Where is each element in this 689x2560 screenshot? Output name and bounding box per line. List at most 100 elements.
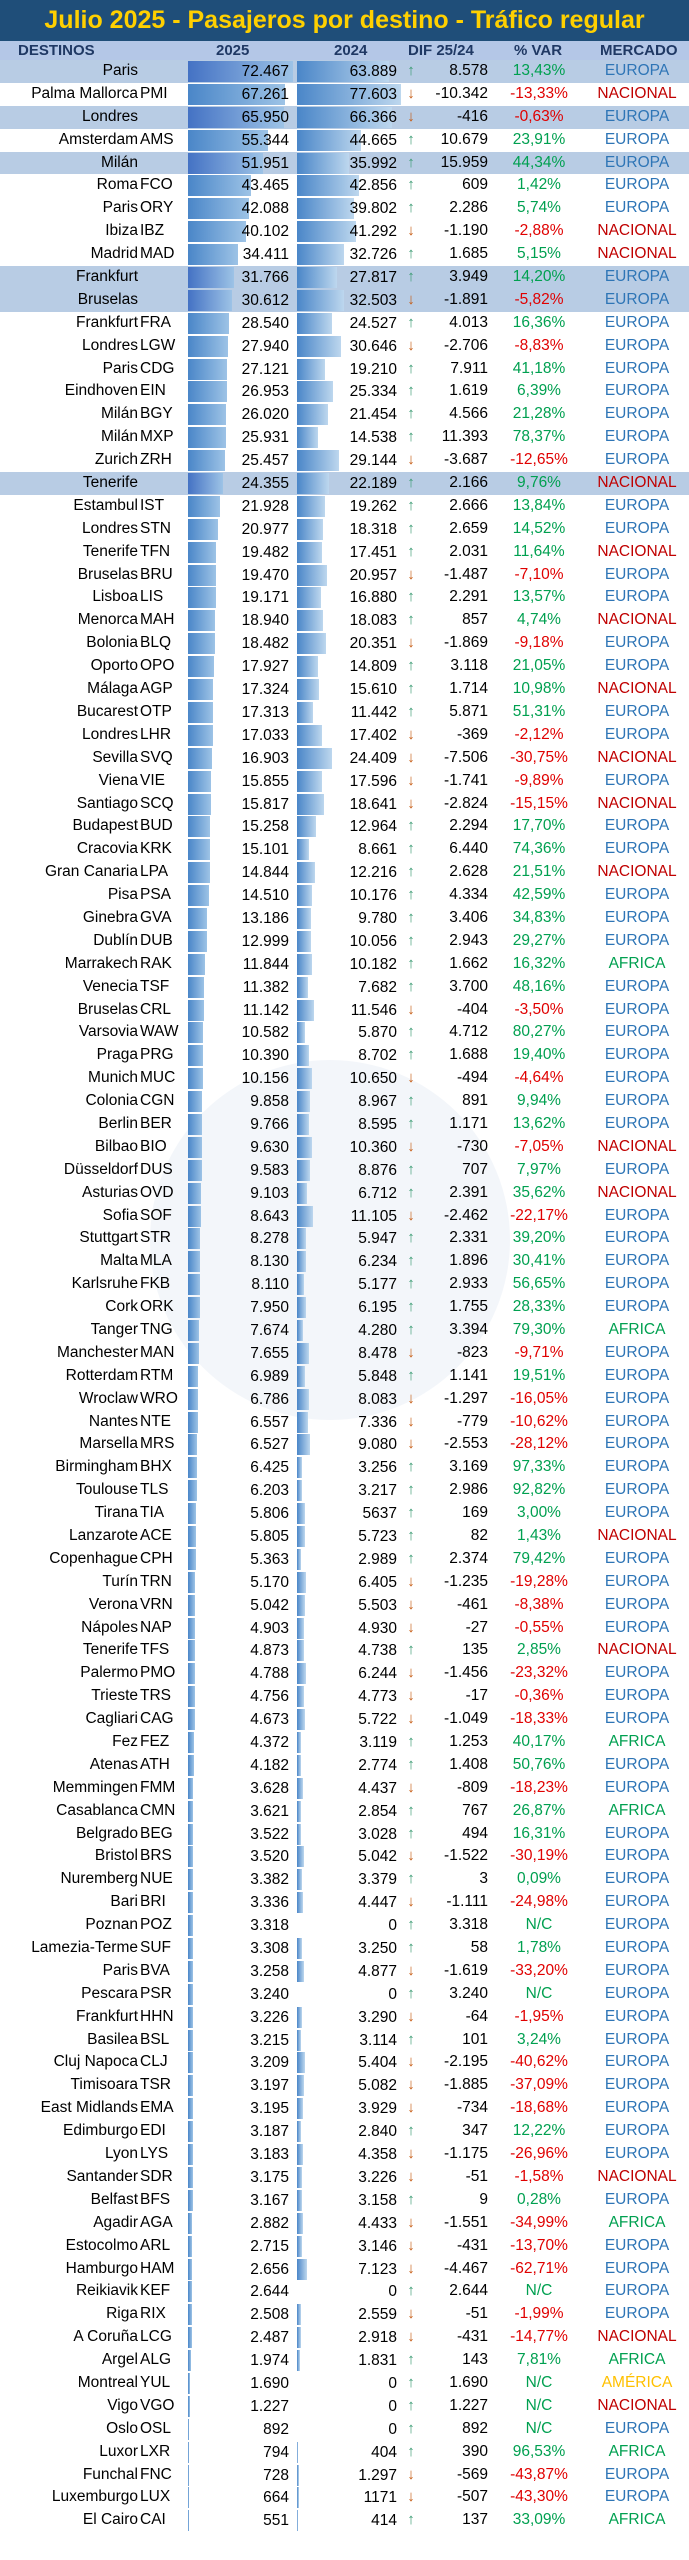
difference-value: 6.440 [449,840,488,858]
percent-variation: 16,36% [512,313,566,331]
destination-name: Hamburgo [65,2259,138,2277]
table-row: Toulouse TLS 6.203 3.217 ↑ 2.986 92,82% EUROPA [0,1479,689,1502]
value-2024-cell: 17.596 [297,770,401,792]
value-2025: 728 [263,2466,289,2484]
arrow-down-icon: ↓ [407,1893,415,1911]
market-label: NACIONAL [597,84,677,102]
difference-value: 3.240 [449,1984,488,2002]
value-2024-cell: 6.712 [297,1182,401,1204]
value-2024-cell: 1.831 [297,2350,401,2372]
difference-value: -1.891 [444,290,488,308]
value-2024-cell: 5637 [297,1503,401,1525]
table-row: Birmingham BHX 6.425 3.256 ↑ 3.169 97,33% EUROP… [0,1456,689,1479]
value-2024: 3.290 [358,2008,397,2026]
bar-2025 [188,404,226,426]
value-2025-cell: 15.817 [188,793,293,815]
value-2024-cell: 3.226 [297,2166,401,2188]
value-2024: 8.876 [358,1161,397,1179]
destination-name: Frankfurt [75,313,138,331]
bar-2024 [297,862,315,884]
value-2024: 30.646 [349,337,397,355]
bar-2025 [188,2144,193,2166]
value-2024-cell: 2.989 [297,1548,401,1570]
value-2024-cell: 10.360 [297,1136,401,1158]
destination-name: Londres [81,107,138,125]
table-row: Rotterdam RTM 6.989 5.848 ↑ 1.141 19,51% EUROPA [0,1365,689,1388]
market-label: AFRICA [608,1733,666,1751]
airport-code: GVA [140,908,172,926]
destination-name: Marsella [79,1435,138,1453]
percent-variation: 9,76% [517,474,561,492]
market-label: EUROPA [604,1275,670,1293]
arrow-down-icon: ↓ [407,2167,415,2185]
percent-variation: 7,81% [517,2351,561,2369]
value-2025: 40.102 [241,223,289,241]
value-2025: 3.187 [250,2123,289,2141]
percent-variation: -37,09% [510,2076,568,2094]
value-2025: 13.186 [241,909,289,927]
difference-value: 2.943 [449,931,488,949]
table-row: Palma Mallorca PMI 67.261 77.603 ↓ -10.342 -13… [0,83,689,106]
bar-2025 [188,2212,193,2234]
arrow-up-icon: ↑ [407,1504,415,1522]
destination-name: Atenas [89,1755,138,1773]
airport-code: CLJ [140,2053,168,2071]
bar-2025 [188,312,230,334]
destination-name: Lisboa [92,588,138,606]
value-2024-cell: 15.610 [297,679,401,701]
table-row: Sofia SOF 8.643 11.105 ↓ -2.462 -22,17% EUROPA [0,1205,689,1228]
percent-variation: -7,05% [514,1137,564,1155]
percent-variation: 96,53% [512,2442,566,2460]
difference-value: 2.286 [449,199,488,217]
market-label: EUROPA [604,1229,670,1247]
market-label: NACIONAL [597,2396,677,2414]
value-2025: 9.103 [250,1184,289,1202]
destination-name: Montreal [77,2373,138,2391]
market-label: EUROPA [604,336,670,354]
value-2024-cell: 44.665 [297,129,401,151]
value-2024: 5.177 [358,1276,397,1294]
difference-value: 3.318 [449,1916,488,1934]
bar-2025 [188,1823,194,1845]
bar-2025 [188,2510,189,2532]
percent-variation: -26,96% [510,2145,568,2163]
arrow-up-icon: ↑ [407,588,415,606]
percent-variation: 19,51% [512,1366,566,1384]
difference-value: -779 [456,1412,488,1430]
destination-name: Varsovia [78,1023,138,1041]
value-2024-cell: 20.957 [297,564,401,586]
bar-2024 [297,2166,302,2188]
difference-value: -404 [456,1000,488,1018]
percent-variation: 14,52% [512,519,566,537]
table-row: Luxor LXR 794 404 ↑ 390 96,53% AFRICA [0,2441,689,2464]
airport-code: NAP [140,1618,172,1636]
arrow-up-icon: ↑ [407,1939,415,1957]
percent-variation: 4,74% [517,611,561,629]
table-row: Amsterdam AMS 55.344 44.665 ↑ 10.679 23,91% EUR… [0,129,689,152]
value-2025-cell: 26.953 [188,381,293,403]
value-2024-cell: 3.028 [297,1823,401,1845]
bar-2025 [188,2304,192,2326]
difference-value: 58 [470,1939,488,1957]
table-row: Colonia CGN 9.858 8.967 ↑ 891 9,94% EUROPA [0,1090,689,1113]
destination-name: Argel [101,2351,138,2369]
value-2025: 3.318 [250,1917,289,1935]
table-row: Malta MLA 8.130 6.234 ↑ 1.896 30,41% EUROPA [0,1250,689,1273]
value-2025-cell: 3.226 [188,2006,293,2028]
value-2024-cell: 1171 [297,2487,401,2509]
airport-code: ZRH [140,451,172,469]
market-label: EUROPA [604,1755,670,1773]
airport-code: CAI [140,2511,166,2529]
arrow-down-icon: ↓ [407,2236,415,2254]
value-2025-cell: 6.203 [188,1480,293,1502]
value-2024-cell: 3.146 [297,2235,401,2257]
bar-2024 [297,2487,299,2509]
difference-value: -494 [456,1069,488,1087]
airport-code: ORK [140,1298,174,1316]
arrow-up-icon: ↑ [407,542,415,560]
value-2024-cell: 2.559 [297,2304,401,2326]
value-2025: 2.656 [250,2260,289,2278]
value-2025-cell: 2.882 [188,2212,293,2234]
bar-2024 [297,404,328,426]
arrow-down-icon: ↓ [407,1618,415,1636]
